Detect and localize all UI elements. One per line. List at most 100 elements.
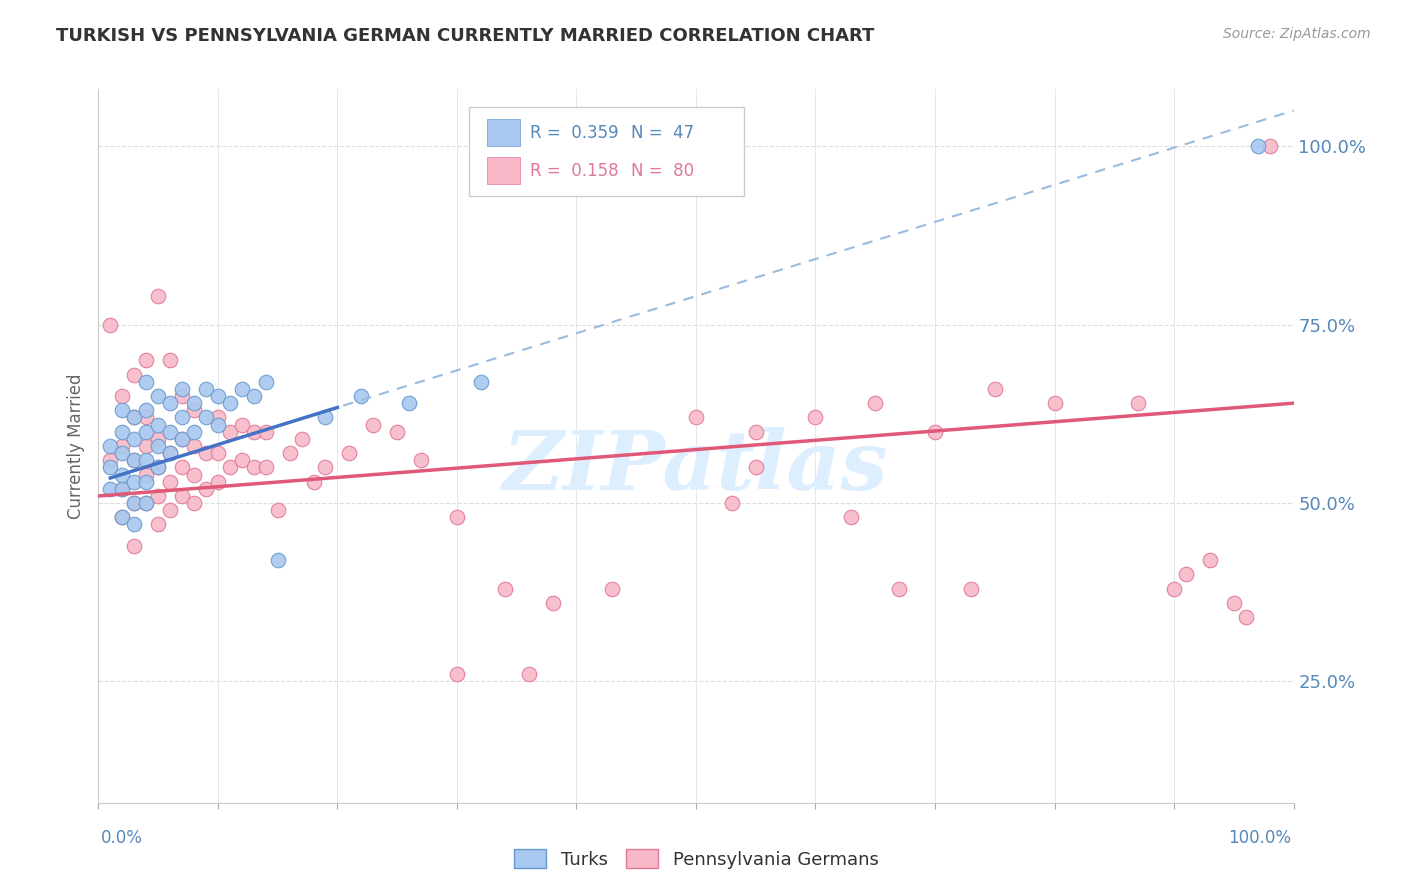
Point [231, 382, 253, 396]
Point [1222, 596, 1246, 610]
Point [135, 375, 157, 389]
Point [124, 453, 146, 467]
Point [243, 425, 266, 439]
Point [172, 460, 194, 475]
Point [411, 453, 433, 467]
Point [124, 496, 146, 510]
Point [159, 425, 181, 439]
Point [135, 467, 157, 482]
Point [602, 582, 624, 596]
Text: 0.0%: 0.0% [101, 829, 143, 847]
Point [148, 517, 170, 532]
Point [135, 439, 157, 453]
Point [135, 425, 157, 439]
Point [98, 453, 122, 467]
Point [278, 446, 301, 460]
Point [267, 503, 290, 517]
Point [135, 353, 157, 368]
Point [924, 425, 946, 439]
Legend: Turks, Pennsylvania Germans: Turks, Pennsylvania Germans [506, 842, 886, 876]
Point [363, 417, 385, 432]
Point [1258, 139, 1281, 153]
Point [124, 453, 146, 467]
Point [135, 453, 157, 467]
Point [194, 446, 218, 460]
Point [339, 446, 360, 460]
Point [111, 425, 134, 439]
Point [135, 496, 157, 510]
Point [111, 439, 134, 453]
Point [315, 460, 337, 475]
Point [124, 410, 146, 425]
Point [350, 389, 373, 403]
Point [159, 446, 181, 460]
Point [863, 396, 887, 410]
Point [721, 496, 744, 510]
Point [541, 596, 564, 610]
Point [183, 467, 205, 482]
Point [124, 432, 146, 446]
Point [183, 403, 205, 417]
Point [183, 425, 205, 439]
Text: N =  80: N = 80 [631, 161, 695, 179]
Point [494, 582, 516, 596]
Point [183, 396, 205, 410]
Point [207, 475, 229, 489]
Point [1128, 396, 1150, 410]
Point [267, 553, 290, 567]
Point [1234, 610, 1257, 624]
Point [159, 503, 181, 517]
Point [194, 382, 218, 396]
Point [111, 403, 134, 417]
Point [135, 410, 157, 425]
Bar [486, 157, 520, 184]
Point [98, 318, 122, 332]
Point [124, 539, 146, 553]
Point [98, 460, 122, 475]
Point [111, 446, 134, 460]
Point [111, 510, 134, 524]
Point [219, 460, 242, 475]
Point [183, 439, 205, 453]
Point [159, 353, 181, 368]
Point [194, 410, 218, 425]
Point [1246, 139, 1268, 153]
Point [254, 375, 277, 389]
Point [159, 475, 181, 489]
Text: R =  0.359: R = 0.359 [530, 124, 619, 142]
Point [148, 460, 170, 475]
Point [124, 410, 146, 425]
Point [243, 389, 266, 403]
Point [172, 410, 194, 425]
Point [984, 382, 1007, 396]
Point [231, 453, 253, 467]
Point [124, 368, 146, 382]
Point [135, 403, 157, 417]
Text: ZIPatlas: ZIPatlas [503, 427, 889, 508]
Point [111, 482, 134, 496]
Point [172, 382, 194, 396]
Point [315, 410, 337, 425]
Point [124, 496, 146, 510]
Point [470, 375, 492, 389]
Point [385, 425, 409, 439]
Point [1043, 396, 1066, 410]
Text: Source: ZipAtlas.com: Source: ZipAtlas.com [1223, 27, 1371, 41]
Point [172, 432, 194, 446]
Point [135, 475, 157, 489]
Point [302, 475, 325, 489]
Point [254, 425, 277, 439]
Point [159, 446, 181, 460]
Point [148, 460, 170, 475]
Point [135, 496, 157, 510]
Point [243, 460, 266, 475]
Point [148, 417, 170, 432]
Point [111, 510, 134, 524]
Point [172, 389, 194, 403]
Point [291, 432, 314, 446]
Point [98, 439, 122, 453]
Point [124, 517, 146, 532]
Point [1175, 567, 1198, 582]
Point [183, 496, 205, 510]
Point [219, 396, 242, 410]
